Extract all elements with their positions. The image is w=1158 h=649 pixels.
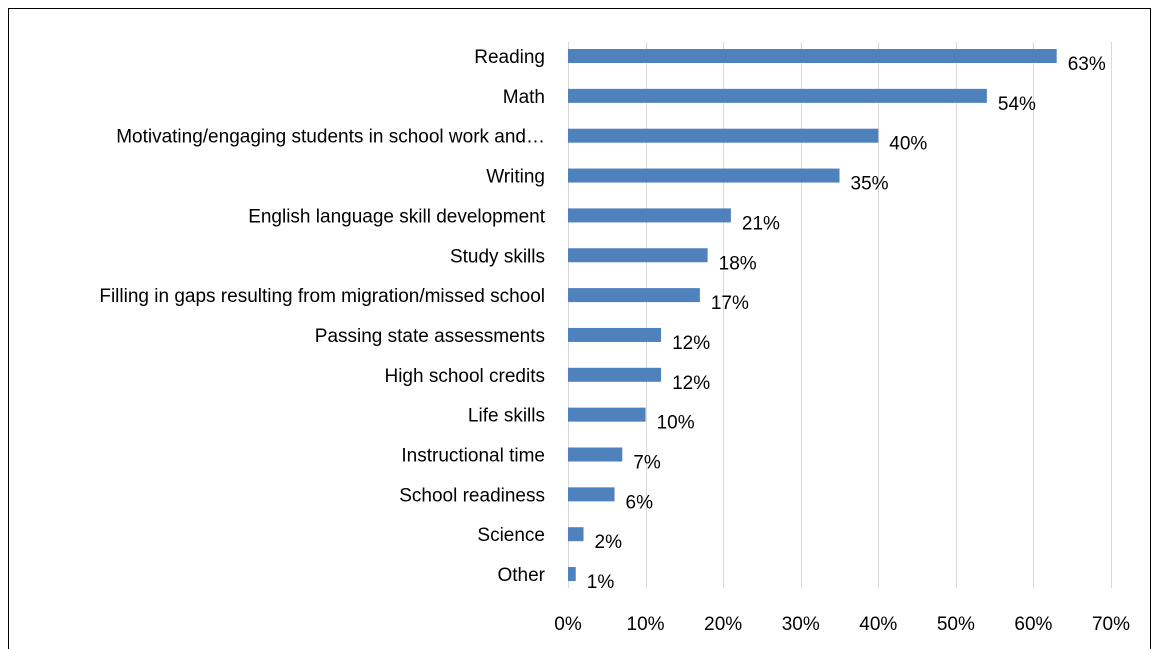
data-label: 40% [889, 134, 927, 155]
data-labels: 63%54%40%35%21%18%17%12%12%10%7%6%2%1% [587, 54, 1106, 593]
data-label: 10% [657, 413, 695, 434]
category-label: Life skills [468, 406, 545, 427]
category-label: Science [477, 525, 545, 546]
bar-6 [568, 248, 708, 263]
category-label: Reading [474, 47, 545, 68]
category-label: Writing [486, 167, 545, 188]
x-tick-label: 70% [1092, 614, 1130, 635]
x-tick-label: 20% [704, 614, 742, 635]
data-label: 1% [587, 572, 615, 593]
data-label: 63% [1068, 54, 1106, 75]
bar-11 [568, 447, 623, 462]
data-label: 2% [595, 532, 623, 553]
category-label: Other [497, 565, 545, 586]
data-label: 21% [742, 213, 780, 234]
bar-1 [568, 49, 1057, 63]
bar-3 [568, 128, 879, 143]
x-tick-label: 0% [554, 614, 582, 635]
category-label: High school credits [384, 366, 545, 387]
bar-9 [568, 367, 662, 382]
category-label: School readiness [399, 485, 545, 506]
category-label: Instructional time [401, 446, 545, 467]
data-label: 54% [998, 94, 1036, 115]
category-label: Filling in gaps resulting from migration… [99, 286, 545, 307]
x-tick-label: 10% [627, 614, 665, 635]
data-label: 12% [672, 373, 710, 394]
bar-4 [568, 168, 840, 183]
bar-10 [568, 407, 646, 422]
bar-14 [568, 567, 576, 582]
category-label: Study skills [450, 246, 545, 267]
bars [568, 49, 1057, 582]
data-label: 7% [633, 453, 661, 474]
bar-12 [568, 487, 615, 502]
category-label: Passing state assessments [315, 326, 545, 347]
data-label: 35% [851, 174, 889, 195]
category-label: Math [503, 87, 545, 108]
category-label: Motivating/engaging students in school w… [116, 127, 545, 148]
category-labels: Reading Math Motivating/engaging students … [99, 47, 545, 586]
bar-13 [568, 527, 584, 542]
x-axis-tick-labels: 0% 10% 20% 30% 40% 50% 60% 70% [554, 614, 1130, 635]
x-tick-label: 30% [782, 614, 820, 635]
x-tick-label: 50% [937, 614, 975, 635]
category-label: English language skill development [248, 206, 546, 227]
x-tick-label: 40% [859, 614, 897, 635]
x-tick-label: 60% [1014, 614, 1052, 635]
data-label: 6% [626, 492, 654, 513]
data-label: 17% [711, 293, 749, 314]
data-label: 12% [672, 333, 710, 354]
chart-border [8, 8, 1151, 649]
data-label: 18% [719, 253, 757, 274]
bar-5 [568, 208, 731, 223]
bar-8 [568, 327, 662, 342]
bar-7 [568, 288, 700, 303]
bar-2 [568, 88, 987, 103]
